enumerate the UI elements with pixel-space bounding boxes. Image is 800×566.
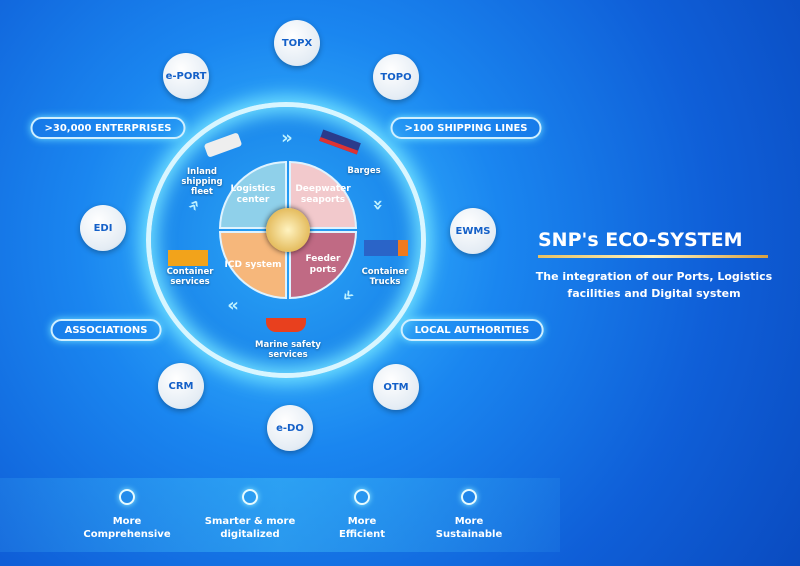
- service-trucks: Container Trucks: [361, 267, 409, 287]
- building-icon: [266, 208, 310, 252]
- bubble-edo: e-DO: [267, 405, 313, 451]
- circle-icon: [354, 489, 370, 505]
- title-underline: [538, 255, 768, 258]
- bubble-ewms: EWMS: [450, 208, 496, 254]
- page-title: SNP's ECO-SYSTEM: [538, 229, 743, 251]
- pill-associations: ASSOCIATIONS: [50, 319, 162, 341]
- arrow-icon: »: [367, 199, 389, 211]
- value-digitalized: Smarter & more digitalized: [204, 516, 296, 540]
- subtitle-line: facilities and Digital system: [567, 287, 741, 300]
- bubble-crm: CRM: [158, 363, 204, 409]
- label: ICD system: [224, 259, 282, 270]
- rescue-boat-icon: [266, 318, 306, 332]
- bubble-edi: EDI: [80, 205, 126, 251]
- subtitle: The integration of our Ports, Logistics …: [530, 268, 778, 302]
- pill-local-authorities: LOCAL AUTHORITIES: [400, 319, 544, 341]
- arrow-icon: »: [227, 295, 239, 317]
- label: Logistics center: [230, 184, 276, 205]
- arrow-icon: »: [281, 127, 293, 149]
- bubble-eport: e-PORT: [163, 53, 209, 99]
- service-container: Container services: [166, 267, 214, 287]
- circle-icon: [242, 489, 258, 505]
- bubble-otm: OTM: [373, 364, 419, 410]
- label: Deepwater seaports: [295, 184, 351, 205]
- circle-icon: [461, 489, 477, 505]
- value-sustainable: More Sustainable: [435, 516, 503, 540]
- label: Feeder ports: [305, 254, 341, 275]
- service-marine: Marine safety services: [255, 340, 321, 360]
- bubble-topo: TOPO: [373, 54, 419, 100]
- value-efficient: More Efficient: [338, 516, 386, 540]
- service-inland: Inland shipping fleet: [181, 167, 223, 197]
- pill-shipping-lines: >100 SHIPPING LINES: [390, 117, 542, 139]
- service-barges: Barges: [347, 166, 381, 176]
- bubble-topx: TOPX: [274, 20, 320, 66]
- container-icon: [168, 250, 208, 266]
- subtitle-line: The integration of our Ports, Logistics: [535, 270, 773, 283]
- circle-icon: [119, 489, 135, 505]
- value-comprehensive: More Comprehensive: [83, 516, 171, 540]
- pill-enterprises: >30,000 ENTERPRISES: [30, 117, 186, 139]
- truck-icon: [364, 240, 408, 256]
